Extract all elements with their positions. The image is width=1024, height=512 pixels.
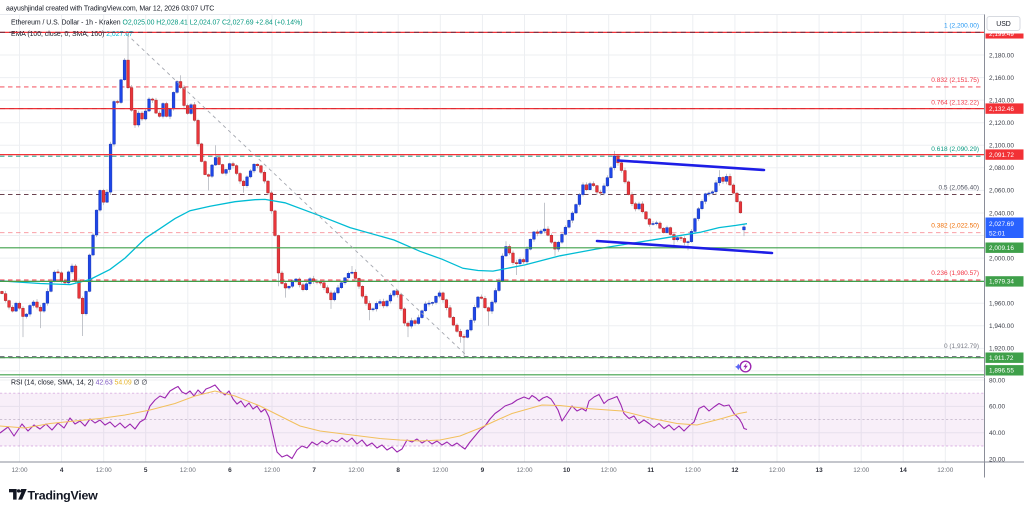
svg-text:2,009.16: 2,009.16 xyxy=(989,245,1014,252)
svg-text:2,040.00: 2,040.00 xyxy=(989,210,1014,217)
svg-text:6: 6 xyxy=(228,467,232,474)
svg-text:Ethereum / U.S. Dollar - 1h -: Ethereum / U.S. Dollar - 1h - Kraken O2,… xyxy=(11,20,302,27)
svg-text:5: 5 xyxy=(144,467,148,474)
svg-text:12: 12 xyxy=(731,467,739,474)
svg-text:12:00: 12:00 xyxy=(180,467,196,474)
svg-text:12:00: 12:00 xyxy=(432,467,448,474)
svg-text:52:01: 52:01 xyxy=(989,231,1005,238)
svg-text:13: 13 xyxy=(816,467,824,474)
svg-text:4: 4 xyxy=(60,467,64,474)
svg-text:9: 9 xyxy=(481,467,485,474)
svg-text:TradingView: TradingView xyxy=(28,488,99,502)
svg-text:2,132.46: 2,132.46 xyxy=(989,106,1014,113)
svg-text:12:00: 12:00 xyxy=(769,467,785,474)
svg-text:EMA (100, close, 0, SMA, 100): EMA (100, close, 0, SMA, 100) 2,027.67 xyxy=(11,31,133,38)
svg-text:2,091.72: 2,091.72 xyxy=(989,152,1014,159)
svg-text:0.832 (2,151.75): 0.832 (2,151.75) xyxy=(931,77,979,84)
svg-text:80.00: 80.00 xyxy=(989,377,1005,384)
svg-text:0.382 (2,022.50): 0.382 (2,022.50) xyxy=(931,223,979,230)
svg-text:2,000.00: 2,000.00 xyxy=(989,255,1014,262)
svg-text:20.00: 20.00 xyxy=(989,457,1005,464)
svg-text:0.618 (2,090.29): 0.618 (2,090.29) xyxy=(931,146,979,153)
svg-text:12:00: 12:00 xyxy=(348,467,364,474)
svg-text:1,896.55: 1,896.55 xyxy=(989,368,1014,375)
svg-text:8: 8 xyxy=(396,467,400,474)
svg-text:RSI (14, close, SMA, 14, 2) 42: RSI (14, close, SMA, 14, 2) 42.63 54.09 … xyxy=(11,380,147,387)
svg-text:2,140.00: 2,140.00 xyxy=(989,97,1014,104)
svg-text:1,911.72: 1,911.72 xyxy=(989,355,1014,362)
svg-text:12:00: 12:00 xyxy=(937,467,953,474)
svg-text:2,080.00: 2,080.00 xyxy=(989,165,1014,172)
svg-text:0.236 (1,980.57): 0.236 (1,980.57) xyxy=(931,270,979,277)
svg-text:2,027.69: 2,027.69 xyxy=(989,221,1014,228)
svg-text:40.00: 40.00 xyxy=(989,430,1005,437)
svg-text:1,940.00: 1,940.00 xyxy=(989,323,1014,330)
svg-text:1 (2,200.00): 1 (2,200.00) xyxy=(944,23,979,30)
svg-text:USD: USD xyxy=(996,21,1011,28)
svg-text:2,160.00: 2,160.00 xyxy=(989,75,1014,82)
svg-text:14: 14 xyxy=(900,467,908,474)
svg-text:60.00: 60.00 xyxy=(989,404,1005,411)
svg-text:2,120.00: 2,120.00 xyxy=(989,120,1014,127)
svg-text:0.5 (2,056.40): 0.5 (2,056.40) xyxy=(939,185,979,192)
svg-text:1,920.00: 1,920.00 xyxy=(989,346,1014,353)
svg-text:2,180.00: 2,180.00 xyxy=(989,52,1014,59)
svg-text:1,960.00: 1,960.00 xyxy=(989,301,1014,308)
svg-text:2,199.49: 2,199.49 xyxy=(989,31,1014,38)
svg-text:7: 7 xyxy=(312,467,316,474)
svg-text:12:00: 12:00 xyxy=(853,467,869,474)
svg-text:10: 10 xyxy=(563,467,571,474)
svg-text:11: 11 xyxy=(647,467,654,474)
svg-text:12:00: 12:00 xyxy=(601,467,617,474)
svg-text:12:00: 12:00 xyxy=(685,467,701,474)
svg-text:aayushjindal created with Trad: aayushjindal created with TradingView.co… xyxy=(6,6,214,13)
svg-text:1,979.34: 1,979.34 xyxy=(989,279,1014,286)
svg-text:2,100.00: 2,100.00 xyxy=(989,143,1014,150)
svg-text:2,060.00: 2,060.00 xyxy=(989,188,1014,195)
svg-text:12:00: 12:00 xyxy=(96,467,112,474)
svg-text:12:00: 12:00 xyxy=(264,467,280,474)
svg-text:0.764 (2,132.22): 0.764 (2,132.22) xyxy=(931,100,979,107)
svg-text:0 (1,912.79): 0 (1,912.79) xyxy=(944,343,979,350)
svg-text:12:00: 12:00 xyxy=(12,467,28,474)
svg-text:12:00: 12:00 xyxy=(517,467,533,474)
